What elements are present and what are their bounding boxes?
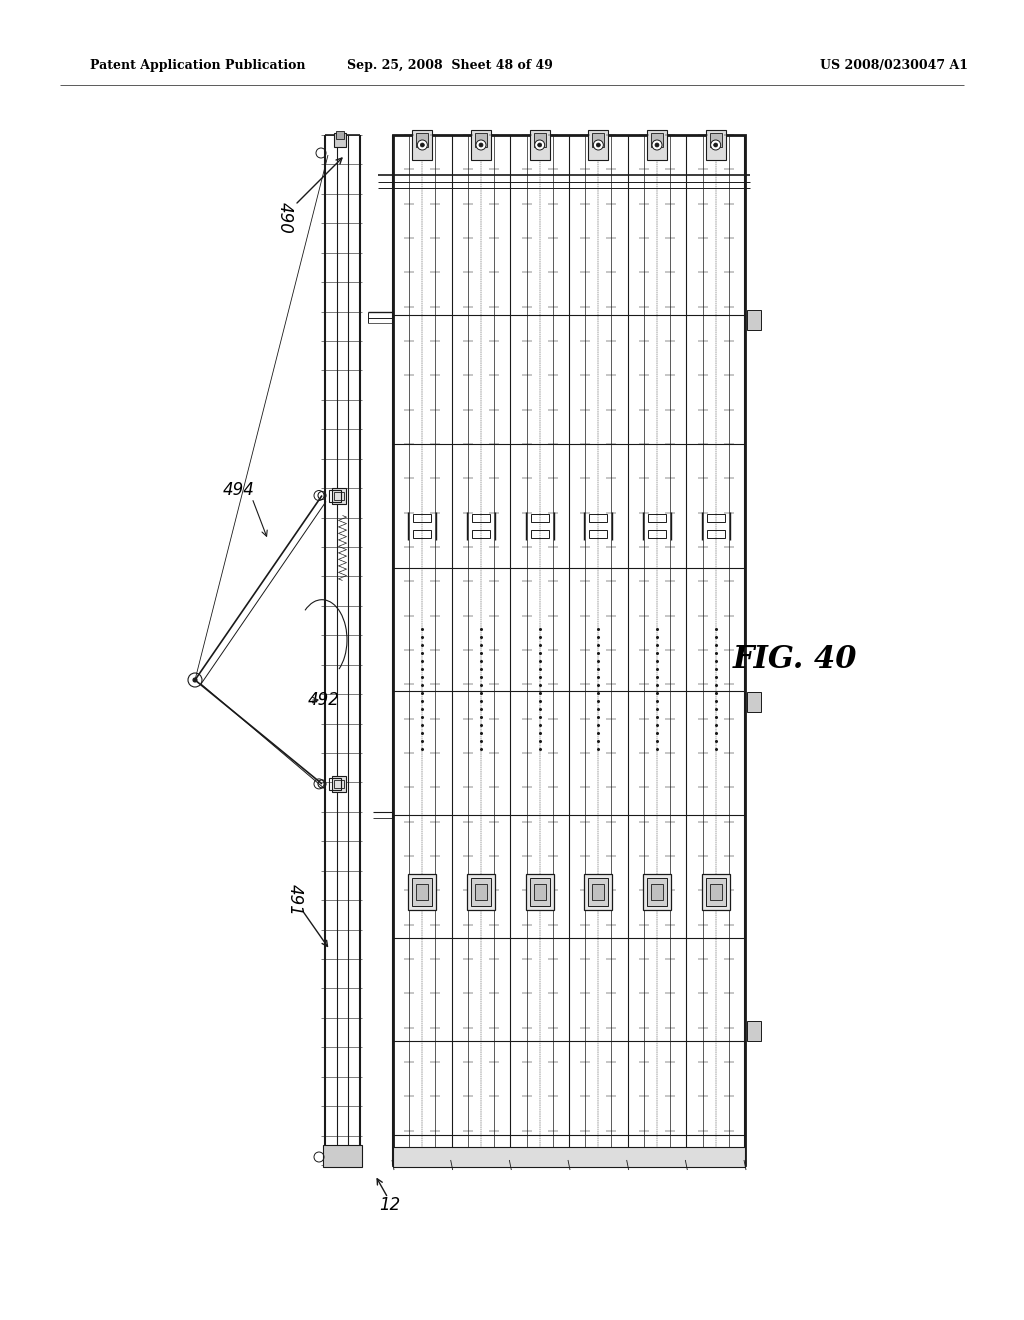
- Bar: [414, 515, 431, 523]
- Bar: [651, 133, 663, 147]
- Bar: [334, 491, 344, 499]
- Bar: [647, 129, 667, 160]
- Text: 490: 490: [276, 202, 294, 234]
- Circle shape: [655, 143, 659, 147]
- Bar: [472, 515, 490, 523]
- Bar: [471, 878, 490, 906]
- Bar: [525, 874, 554, 909]
- Bar: [409, 874, 436, 909]
- Bar: [707, 531, 725, 539]
- Bar: [471, 129, 490, 160]
- Bar: [590, 531, 607, 539]
- Bar: [589, 129, 608, 160]
- Bar: [414, 531, 431, 539]
- Bar: [529, 129, 550, 160]
- Bar: [592, 884, 604, 900]
- Text: FIG. 40: FIG. 40: [733, 644, 857, 676]
- Bar: [643, 874, 671, 909]
- Text: 12: 12: [379, 1196, 400, 1214]
- Circle shape: [418, 140, 427, 150]
- Circle shape: [593, 140, 603, 150]
- Bar: [393, 1147, 745, 1167]
- Bar: [746, 692, 761, 711]
- Bar: [648, 531, 666, 539]
- Circle shape: [476, 140, 486, 150]
- Bar: [332, 487, 346, 503]
- Bar: [336, 131, 344, 139]
- Bar: [475, 884, 487, 900]
- Bar: [746, 310, 761, 330]
- Bar: [472, 531, 490, 539]
- Bar: [413, 878, 432, 906]
- Circle shape: [711, 140, 721, 150]
- Bar: [647, 878, 667, 906]
- Bar: [530, 515, 549, 523]
- Bar: [710, 884, 722, 900]
- Circle shape: [652, 140, 662, 150]
- Bar: [589, 878, 608, 906]
- Bar: [467, 874, 495, 909]
- Bar: [334, 780, 344, 788]
- Bar: [534, 884, 546, 900]
- Bar: [592, 133, 604, 147]
- Text: Sep. 25, 2008  Sheet 48 of 49: Sep. 25, 2008 Sheet 48 of 49: [347, 58, 553, 71]
- Bar: [710, 133, 722, 147]
- Bar: [648, 515, 666, 523]
- Text: 492: 492: [308, 690, 340, 709]
- Text: 494: 494: [223, 480, 255, 499]
- Bar: [334, 133, 346, 147]
- Circle shape: [193, 678, 197, 682]
- Bar: [417, 884, 428, 900]
- Text: Patent Application Publication: Patent Application Publication: [90, 58, 305, 71]
- Bar: [746, 1022, 761, 1041]
- Bar: [707, 515, 725, 523]
- Bar: [706, 878, 726, 906]
- Bar: [329, 490, 341, 502]
- Circle shape: [538, 143, 542, 147]
- Bar: [706, 129, 726, 160]
- Bar: [585, 874, 612, 909]
- Bar: [530, 531, 549, 539]
- Circle shape: [714, 143, 718, 147]
- Text: US 2008/0230047 A1: US 2008/0230047 A1: [820, 58, 968, 71]
- Bar: [417, 133, 428, 147]
- Bar: [329, 777, 341, 789]
- Bar: [701, 874, 730, 909]
- Circle shape: [535, 140, 545, 150]
- Circle shape: [479, 143, 483, 147]
- Bar: [413, 129, 432, 160]
- Circle shape: [420, 143, 424, 147]
- Bar: [651, 884, 663, 900]
- Bar: [332, 776, 346, 792]
- Bar: [534, 133, 546, 147]
- Bar: [393, 135, 745, 1166]
- Bar: [475, 133, 487, 147]
- Text: 491: 491: [286, 884, 304, 916]
- Bar: [590, 515, 607, 523]
- Bar: [529, 878, 550, 906]
- Circle shape: [596, 143, 600, 147]
- Bar: [323, 1144, 362, 1167]
